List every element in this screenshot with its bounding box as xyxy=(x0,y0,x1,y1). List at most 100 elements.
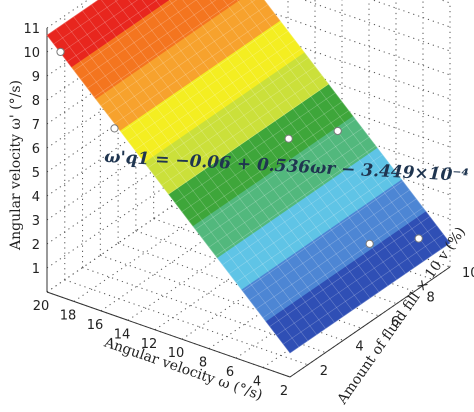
surface-mesh-line xyxy=(46,35,291,354)
surface-mesh-line xyxy=(182,0,397,280)
surface-mesh-line xyxy=(242,180,403,292)
surface-mesh-line xyxy=(215,145,376,257)
data-point xyxy=(56,47,65,57)
x-tick-label: 14 xyxy=(114,327,131,342)
grid-line xyxy=(46,0,89,29)
data-point xyxy=(414,234,423,243)
z-tick-label: 4 xyxy=(32,190,40,205)
surface-mesh-line xyxy=(222,154,383,265)
surface-mesh-line xyxy=(250,0,442,250)
y-tick-label: 8 xyxy=(426,290,434,305)
surface-mesh-line xyxy=(141,48,302,160)
axis-line xyxy=(289,266,451,378)
surface-band xyxy=(46,0,170,68)
surface-mesh-line xyxy=(161,75,322,186)
z-tick-label: 8 xyxy=(32,94,40,109)
surface-layer xyxy=(46,0,451,354)
z-tick-label: 10 xyxy=(23,46,40,61)
surface-mesh-line xyxy=(155,0,380,293)
x-axis-label: Angular velocity ω (°/s) xyxy=(101,334,264,404)
z-axis-label: Angular velocity ω' (°/s) xyxy=(8,80,24,251)
data-point xyxy=(333,126,342,136)
surface-mesh-line xyxy=(256,198,417,310)
surface-mesh-line xyxy=(100,0,256,107)
surface-mesh-line xyxy=(168,83,329,195)
surface-mesh-line xyxy=(80,0,197,80)
surface-mesh-line xyxy=(269,216,430,327)
x-tick-labels: 20 18 16 14 12 10 8 6 4 2 xyxy=(33,299,288,399)
z-tick-label: 7 xyxy=(32,118,40,133)
surface-mesh-line xyxy=(236,0,433,256)
surface-mesh-line xyxy=(249,189,410,301)
surface-mesh-line xyxy=(289,242,451,354)
surface-mesh-line xyxy=(283,233,444,345)
y-tick-labels: 2 4 6 8 10 xyxy=(320,266,474,379)
z-tick-label: 1 xyxy=(32,262,40,277)
surface-mesh-line xyxy=(134,39,295,151)
surface-band xyxy=(95,0,281,131)
surface-mesh-line xyxy=(141,0,371,299)
surface-mesh-line xyxy=(188,110,349,221)
surface-mesh-line xyxy=(263,0,451,244)
x-tick-label: 20 xyxy=(33,299,50,314)
surface-mesh-line xyxy=(128,0,362,305)
surface-mesh-line xyxy=(73,0,178,71)
z-tick-label: 3 xyxy=(32,214,40,229)
surface-band xyxy=(70,0,240,100)
x-tick-label: 6 xyxy=(226,365,234,380)
x-tick-label: 2 xyxy=(280,384,288,399)
z-tick-label: 5 xyxy=(32,166,40,181)
surface-mesh-line xyxy=(154,66,316,177)
surface-mesh-line xyxy=(114,13,275,124)
surface-mesh-line xyxy=(195,119,356,230)
z-tick-label: 11 xyxy=(23,22,40,37)
surface-mesh-line xyxy=(235,172,397,283)
surface-mesh-line xyxy=(67,0,158,62)
z-tick-label: 9 xyxy=(32,70,40,85)
data-point xyxy=(110,124,119,133)
surface-mesh-line xyxy=(94,0,236,98)
surface-mesh-line xyxy=(262,207,424,318)
surface-mesh-line xyxy=(73,16,317,335)
surface-mesh-line xyxy=(55,28,300,348)
y-tick-label: 6 xyxy=(391,315,399,330)
data-point xyxy=(365,239,374,248)
x-tick-label: 8 xyxy=(199,356,207,371)
y-tick-label: 4 xyxy=(355,339,363,354)
surface-mesh-line xyxy=(101,0,344,317)
surface-mesh-line xyxy=(53,0,119,45)
x-tick-label: 10 xyxy=(168,346,185,361)
surface-mesh-line xyxy=(127,30,289,142)
axis-line xyxy=(46,291,291,378)
x-tick-label: 18 xyxy=(60,308,77,323)
surface-mesh-line xyxy=(46,0,99,36)
surface-mesh-line xyxy=(121,22,282,133)
surface-mesh-line xyxy=(114,0,353,311)
surface-mesh-line xyxy=(276,225,437,336)
surface-mesh-line xyxy=(82,10,326,329)
z-tick-label: 6 xyxy=(32,142,40,157)
surface-mesh-line xyxy=(209,0,415,268)
surface-mesh-line xyxy=(196,0,406,274)
z-tick-labels: 1 2 3 4 5 6 7 8 9 10 11 xyxy=(23,22,40,277)
surface-mesh-line xyxy=(91,4,335,323)
surface-mesh-line xyxy=(107,4,268,115)
surface-mesh-line xyxy=(202,127,363,239)
surface-mesh-line xyxy=(181,101,343,213)
x-tick-label: 16 xyxy=(87,318,104,333)
x-tick-label: 12 xyxy=(141,337,158,352)
surface-mesh-line xyxy=(208,136,370,248)
surface-mesh-line xyxy=(168,0,389,286)
x-tick-label: 4 xyxy=(253,375,261,390)
frame-layer xyxy=(46,28,451,378)
points-layer xyxy=(56,47,423,248)
y-tick-label: 2 xyxy=(320,364,328,379)
surface-mesh-line xyxy=(60,0,138,54)
surface-mesh-line xyxy=(229,163,390,274)
surface-mesh-line xyxy=(148,57,309,168)
z-tick-label: 2 xyxy=(32,238,40,253)
data-point xyxy=(284,134,293,143)
surface-mesh-line xyxy=(175,92,336,204)
surface-mesh-line xyxy=(87,0,217,89)
